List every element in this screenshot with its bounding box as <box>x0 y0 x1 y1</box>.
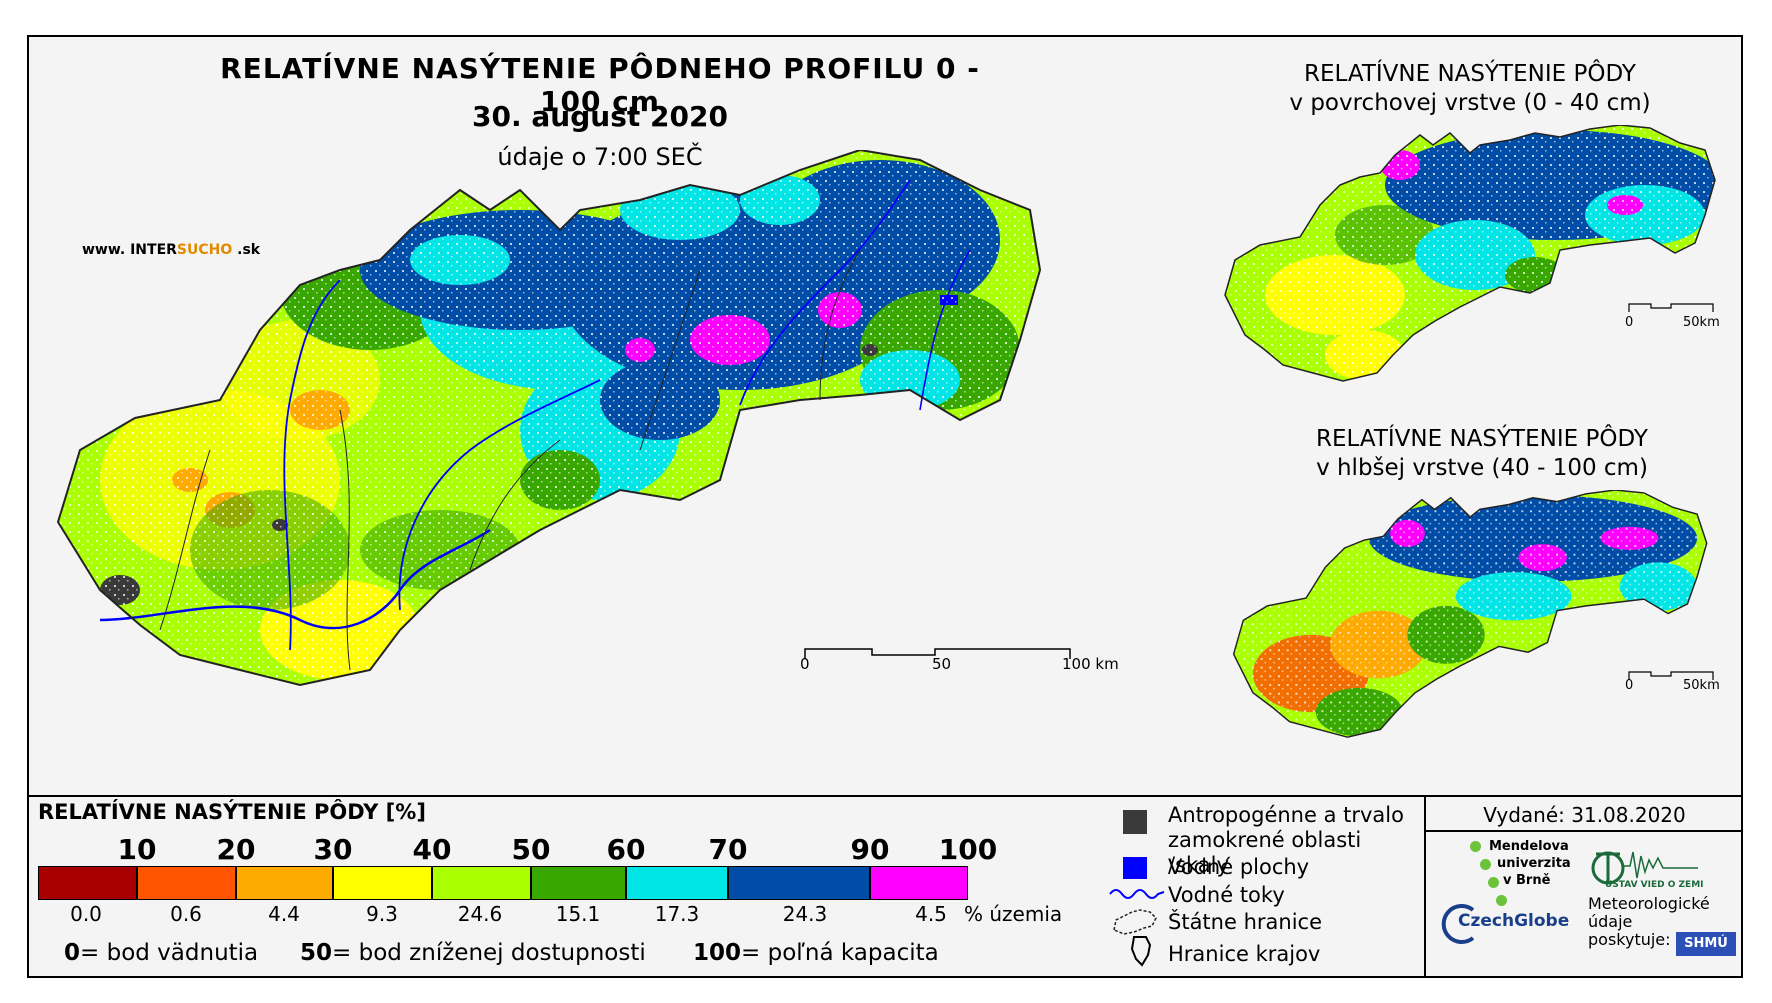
ustav-label: ÚSTAV VIED O ZEMI <box>1605 880 1704 890</box>
legend-threshold-90: 90 <box>850 833 890 866</box>
legend-percent-unit: % územia <box>964 902 1063 926</box>
anthropogenic-label: Antropogénne a trvalo zamokrené oblasti … <box>1168 803 1404 877</box>
mendel-logo: Mendelova univerzita v Brně <box>1489 838 1571 889</box>
intersucho-watermark: www. INTERSUCHO .sk <box>82 242 260 258</box>
inset-bottom-scale-50: 50km <box>1683 678 1720 693</box>
mendel-dot-2 <box>1480 859 1491 870</box>
inset-bottom-title: RELATÍVNE NASÝTENIE PÔDY v hlbšej vrstve… <box>1262 425 1702 483</box>
czechglobe-logo-mark <box>1441 904 1475 944</box>
legend-percent-6: 17.3 <box>654 902 700 926</box>
legend-threshold-70: 70 <box>708 833 748 866</box>
region-borders <box>159 249 861 671</box>
inset-top-title-line2: v povrchovej vrstve (0 - 40 cm) <box>1289 90 1651 116</box>
water-bodies-label: Vodné plochy <box>1168 855 1310 879</box>
inset-top-title: RELATÍVNE NASÝTENIE PÔDY v povrchovej vr… <box>1250 60 1690 118</box>
state-border-symbol <box>1113 909 1157 935</box>
legend-threshold-60: 60 <box>606 833 646 866</box>
shmu-logo: SHMÚ <box>1676 932 1736 956</box>
soil-saturation-raster <box>58 150 1040 685</box>
legend-swatch-8 <box>870 866 968 900</box>
credits-divider-horizontal <box>1424 830 1743 832</box>
region-border-symbol <box>1130 936 1152 967</box>
legend-threshold-30: 30 <box>313 833 353 866</box>
rivers-label: Vodné toky <box>1168 883 1285 907</box>
map-title: RELATÍVNE NASÝTENIE PÔDNEHO PROFILU 0 - … <box>220 52 980 118</box>
definition-wilting-point: 0= bod vädnutia <box>64 940 259 966</box>
legend-swatch-0 <box>38 866 137 900</box>
map-date: 30. august 2020 <box>472 100 728 133</box>
ustav-vied-o-zemi-logo <box>1591 851 1698 885</box>
main-scale-label-50: 50 <box>932 655 952 673</box>
inset-top-title-line1: RELATÍVNE NASÝTENIE PÔDY <box>1304 61 1636 87</box>
main-map <box>56 150 1042 687</box>
legend-percent-3: 9.3 <box>366 902 398 926</box>
legend-threshold-10: 10 <box>117 833 157 866</box>
watermark-suffix: .sk <box>232 242 261 258</box>
main-scale-label-100: 100 km <box>1062 655 1119 673</box>
legend-threshold-50: 50 <box>511 833 551 866</box>
mendel-line2: univerzita <box>1497 856 1571 871</box>
definition-field-capacity: 100= poľná kapacita <box>693 940 939 966</box>
inset-bottom-scale-0: 0 <box>1625 678 1634 693</box>
river-symbol <box>1109 889 1165 899</box>
region-border-label: Hranice krajov <box>1168 942 1321 966</box>
river-ondava <box>919 249 971 411</box>
river-vah <box>283 279 341 651</box>
meteo-credit: Meteorologické údaje poskytuje: <box>1588 895 1710 949</box>
legend-threshold-100: 100 <box>938 833 998 866</box>
inset-top-scale-0: 0 <box>1625 315 1634 330</box>
definition-reduced-availability: 50= bod zníženej dostupnosti <box>300 940 646 966</box>
mendel-line1: Mendelova <box>1489 839 1569 854</box>
inset-top-map <box>1224 125 1716 382</box>
legend-threshold-20: 20 <box>216 833 256 866</box>
mendel-dot-1 <box>1470 841 1481 852</box>
water-bodies-swatch <box>1123 857 1147 879</box>
inset-top-scale-50: 50km <box>1683 315 1720 330</box>
river-hron <box>398 379 601 611</box>
legend-percent-8: 4.5 <box>915 902 947 926</box>
legend-swatch-5 <box>531 866 626 900</box>
main-scale-label-0: 0 <box>800 655 810 673</box>
legend-percent-2: 4.4 <box>268 902 300 926</box>
legend-percent-1: 0.6 <box>170 902 202 926</box>
legend-swatch-3 <box>333 866 432 900</box>
legend-panel <box>27 795 1743 978</box>
inset-bottom-scale-bar <box>1628 671 1714 680</box>
legend-percent-7: 24.3 <box>782 902 828 926</box>
river-hornad <box>739 179 911 406</box>
legend-swatch-7 <box>728 866 870 900</box>
river-danube <box>99 528 491 630</box>
meteo-line2: údaje <box>1588 912 1633 931</box>
watermark-highlight: SUCHO <box>176 242 233 258</box>
state-border-label: Štátne hranice <box>1168 910 1322 934</box>
issued-date: Vydané: 31.08.2020 <box>1483 803 1686 827</box>
legend-swatch-4 <box>432 866 531 900</box>
anthropogenic-swatch <box>1123 810 1147 834</box>
meteo-line1: Meteorologické <box>1588 894 1710 913</box>
map-time: údaje o 7:00 SEČ <box>497 143 703 171</box>
legend-title: RELATÍVNE NASÝTENIE PÔDY [%] <box>38 800 426 824</box>
credits-divider-vertical <box>1424 795 1426 978</box>
inset-top-scale-bar <box>1628 303 1714 312</box>
mendel-dot-3 <box>1488 877 1499 888</box>
legend-threshold-40: 40 <box>412 833 452 866</box>
inset-bottom-map <box>1232 490 1708 738</box>
mendel-dot-4 <box>1496 895 1507 906</box>
watermark-prefix: www. INTER <box>82 242 177 258</box>
meteo-line3: poskytuje: <box>1588 930 1671 949</box>
legend-percent-4: 24.6 <box>457 902 503 926</box>
legend-swatch-1 <box>137 866 236 900</box>
czechglobe-logo: CzechGlobe <box>1458 911 1570 931</box>
legend-swatch-6 <box>626 866 728 900</box>
state-border <box>56 150 1042 687</box>
legend-percent-5: 15.1 <box>555 902 601 926</box>
inset-bottom-title-line1: RELATÍVNE NASÝTENIE PÔDY <box>1316 426 1648 452</box>
mendel-line3: v Brně <box>1503 873 1551 888</box>
main-scale-bar <box>804 648 1071 659</box>
inset-bottom-title-line2: v hlbšej vrstve (40 - 100 cm) <box>1316 455 1648 481</box>
legend-percent-0: 0.0 <box>70 902 102 926</box>
legend-swatch-2 <box>236 866 333 900</box>
